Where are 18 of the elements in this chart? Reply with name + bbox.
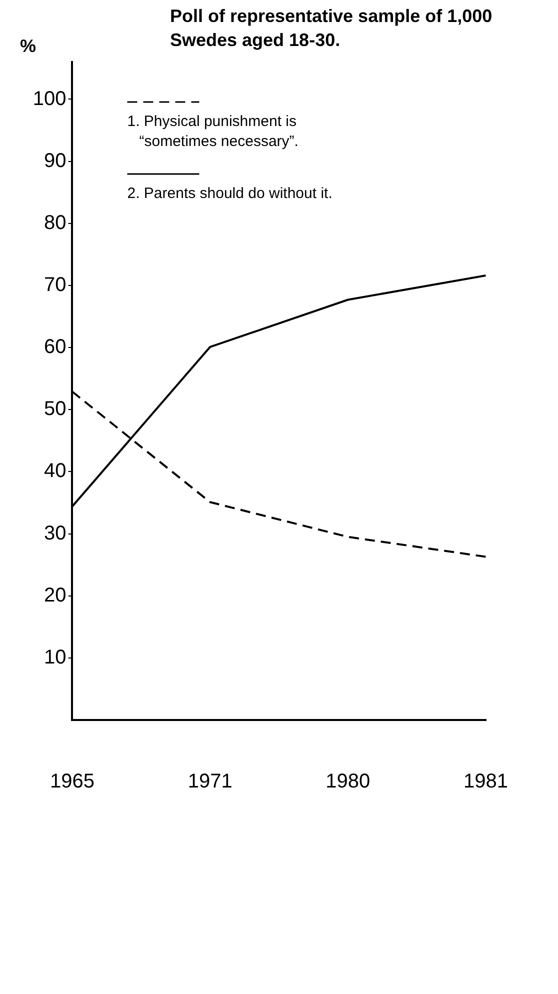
y-tick-label: 20	[44, 584, 66, 606]
x-tick-label: 1971	[188, 770, 232, 793]
x-tick-label: 1980	[326, 770, 370, 793]
y-tick-label: 60	[44, 336, 66, 358]
y-tick-label: 10	[44, 646, 66, 668]
y-tick-label: 90	[44, 150, 66, 172]
y-tick-label: 40	[44, 460, 66, 482]
y-tick-label: 100	[32, 88, 66, 110]
y-tick-label: 70	[44, 274, 66, 296]
chart-title: Poll of representative sample of 1,000 Swedes aged 18-30.	[170, 5, 494, 52]
y-tick-label: 30	[44, 522, 66, 544]
y-axis-title: %	[20, 36, 36, 57]
x-tick-label: 1965	[50, 770, 94, 793]
x-tick-label: 1981	[464, 770, 508, 793]
y-tick-label: 80	[44, 212, 66, 234]
y-tick-label: 50	[44, 398, 66, 420]
legend-label: 1. Physical punishment is “sometimes necessary”.	[127, 113, 298, 150]
legend-label: 2. Parents should do without it.	[127, 185, 332, 202]
